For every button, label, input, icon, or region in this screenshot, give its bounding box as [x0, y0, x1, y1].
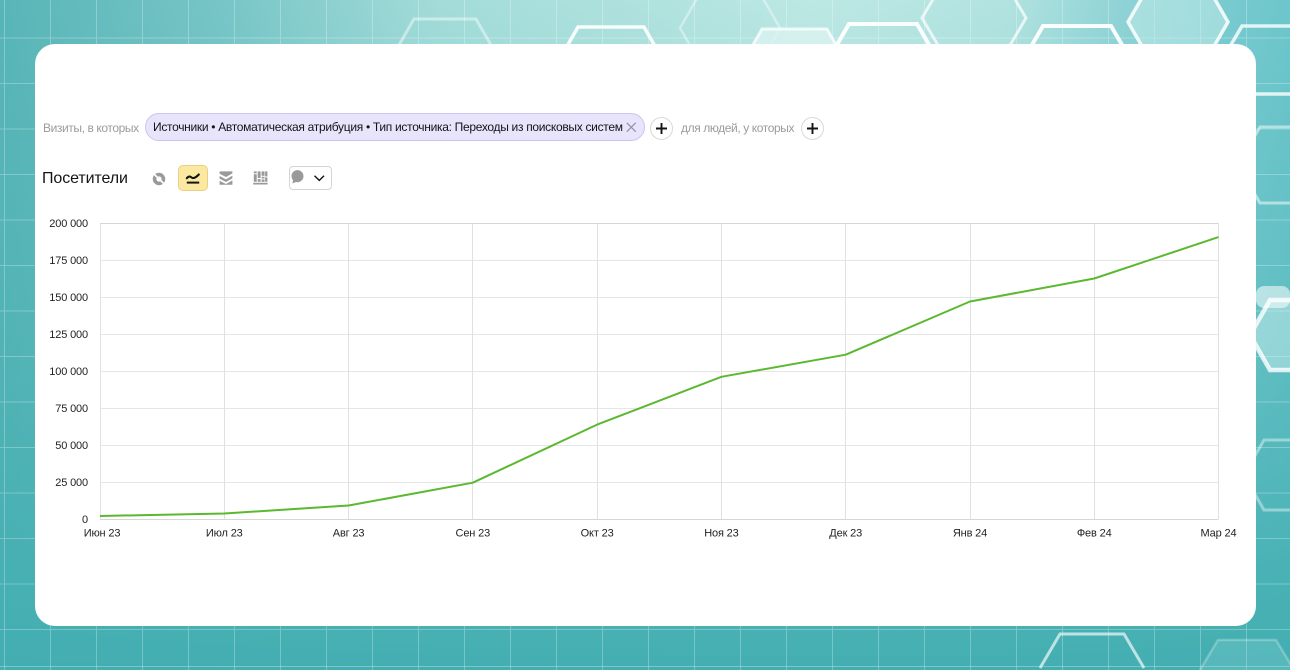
svg-text:Мар 24: Мар 24 — [1201, 528, 1237, 540]
svg-text:150 000: 150 000 — [49, 292, 88, 304]
svg-text:Авг 23: Авг 23 — [333, 528, 365, 540]
svg-text:200 000: 200 000 — [49, 218, 88, 230]
svg-text:Окт 23: Окт 23 — [581, 528, 614, 540]
svg-text:125 000: 125 000 — [49, 329, 88, 341]
svg-text:175 000: 175 000 — [49, 255, 88, 267]
svg-text:Янв 24: Янв 24 — [953, 528, 987, 540]
svg-text:Дек 23: Дек 23 — [829, 528, 862, 540]
svg-text:25 000: 25 000 — [55, 477, 88, 489]
svg-text:75 000: 75 000 — [55, 403, 88, 415]
svg-text:50 000: 50 000 — [55, 440, 88, 452]
svg-text:Ноя 23: Ноя 23 — [704, 528, 738, 540]
svg-text:100 000: 100 000 — [49, 366, 88, 378]
svg-text:Сен 23: Сен 23 — [456, 528, 491, 540]
svg-text:Июн 23: Июн 23 — [84, 528, 121, 540]
svg-text:Фев 24: Фев 24 — [1077, 528, 1112, 540]
svg-text:0: 0 — [82, 514, 88, 526]
svg-text:Июл 23: Июл 23 — [206, 528, 243, 540]
